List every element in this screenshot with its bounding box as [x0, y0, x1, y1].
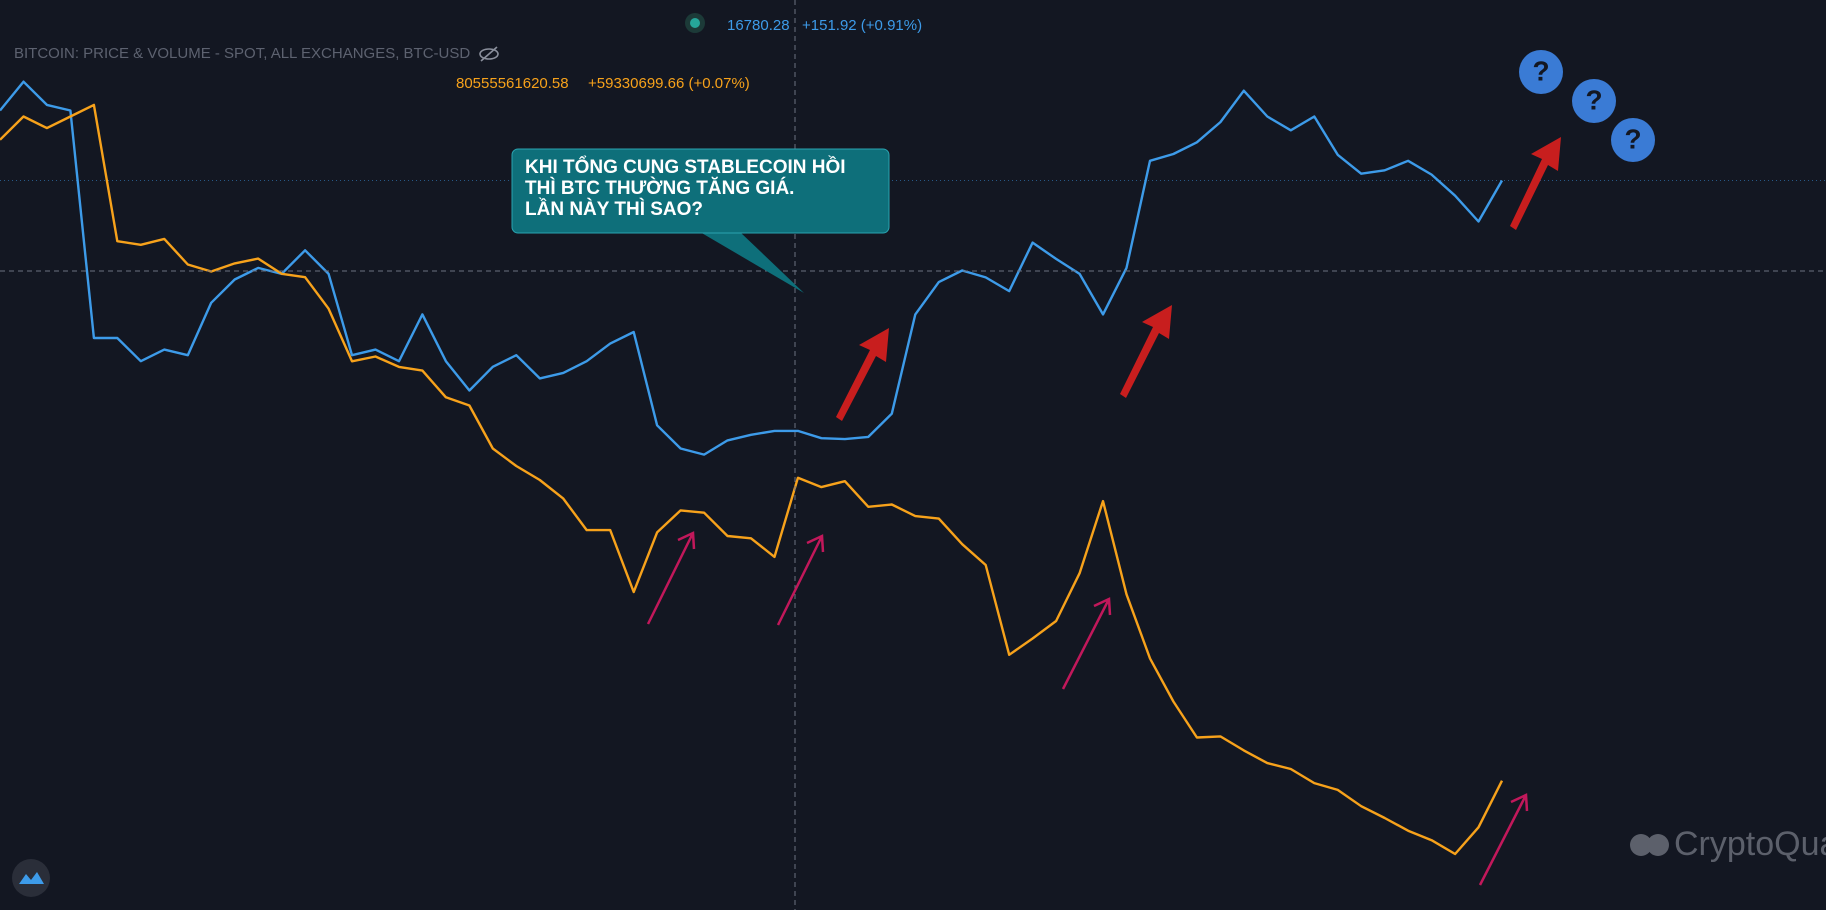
tv-logo-mark [19, 872, 44, 884]
legend-title: BITCOIN: PRICE & VOLUME - SPOT, ALL EXCH… [14, 45, 470, 62]
circle [1519, 50, 1563, 94]
magenta-arrows [646, 531, 1529, 886]
callout-box [511, 148, 890, 234]
tv-logo[interactable] [12, 859, 50, 897]
circle [1611, 118, 1655, 162]
callout-tail [700, 232, 804, 293]
circle [1572, 79, 1616, 123]
logo-part [1630, 834, 1652, 856]
last-value: 80555561620.58 [456, 75, 569, 92]
eye [479, 48, 499, 60]
status-dot [690, 18, 700, 28]
change-label: +151.92 (+0.91%) [802, 17, 922, 34]
series-line [0, 103, 1504, 856]
watermark: CryptoQuant [1674, 825, 1826, 863]
arrow [1510, 137, 1561, 230]
question-mark: ? [1532, 55, 1549, 86]
question-mark: ? [1624, 123, 1641, 154]
series-line [0, 80, 1504, 456]
red-arrows [836, 137, 1561, 421]
watermark-logo [1630, 834, 1669, 856]
hide-icon[interactable] [479, 46, 499, 62]
logo-part [1647, 834, 1669, 856]
last-value: 16780.28 [727, 17, 790, 34]
arrow [1478, 793, 1529, 886]
slash [480, 46, 498, 62]
arrow [776, 534, 825, 626]
question-mark: ? [1585, 84, 1602, 115]
annotation-line: KHI TỔNG CUNG STABLECOIN HỒI [525, 156, 846, 178]
arrow [1120, 305, 1172, 398]
change-label: +59330699.66 (+0.07%) [588, 75, 750, 92]
annotation-line: THÌ BTC THƯỜNG TĂNG GIÁ. [525, 177, 794, 199]
arrow [646, 531, 696, 625]
annotation-line: LẦN NÀY THÌ SAO? [525, 198, 703, 220]
arrow [836, 328, 889, 421]
arrow [1061, 597, 1112, 690]
question-circles [1519, 50, 1655, 162]
